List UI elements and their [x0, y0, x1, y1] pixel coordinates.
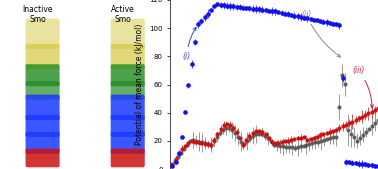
Text: Inactive
Smo: Inactive Smo [22, 5, 53, 25]
FancyBboxPatch shape [26, 115, 60, 137]
FancyBboxPatch shape [111, 115, 145, 137]
Text: (ii): (ii) [301, 10, 341, 57]
FancyBboxPatch shape [111, 132, 145, 154]
FancyBboxPatch shape [26, 44, 60, 69]
FancyBboxPatch shape [26, 149, 60, 167]
Text: Active
Smo: Active Smo [111, 5, 135, 25]
FancyBboxPatch shape [26, 95, 60, 120]
FancyBboxPatch shape [26, 132, 60, 154]
FancyBboxPatch shape [111, 95, 145, 120]
FancyBboxPatch shape [111, 19, 145, 49]
FancyBboxPatch shape [111, 44, 145, 69]
FancyBboxPatch shape [26, 19, 60, 49]
FancyBboxPatch shape [111, 81, 145, 100]
FancyBboxPatch shape [111, 149, 145, 167]
FancyBboxPatch shape [26, 81, 60, 100]
Text: (i): (i) [183, 27, 196, 61]
FancyBboxPatch shape [26, 64, 60, 86]
Y-axis label: Potential of mean force (kJ/mol): Potential of mean force (kJ/mol) [135, 24, 144, 145]
FancyBboxPatch shape [111, 64, 145, 86]
Text: (iii): (iii) [352, 66, 373, 108]
